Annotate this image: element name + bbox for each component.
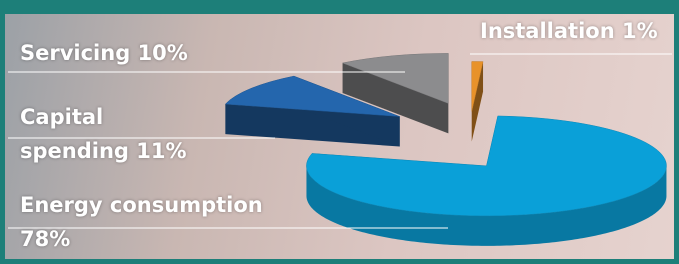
chart: Servicing 10% Installation 1% Energy con… [0,0,679,264]
category: Servicing [20,41,130,65]
value-label: 11% [136,139,186,163]
category: Installation [480,19,615,43]
value-label: 78% [20,227,70,251]
slice-label: Servicing 10% [20,36,280,70]
slice-label: Capital spending 11% [20,100,210,168]
category: Energy consumption [20,193,263,217]
slice-label: Installation 1% [480,14,679,48]
slice-label: Energy consumption 78% [20,188,270,256]
value-label: 1% [622,19,658,43]
slice [472,62,483,142]
value-label: 10% [138,41,188,65]
category: Capital spending [20,105,129,163]
